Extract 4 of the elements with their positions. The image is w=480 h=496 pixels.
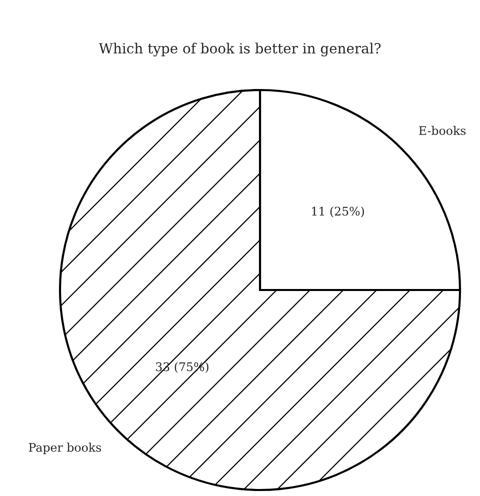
slice-label: Paper books xyxy=(28,442,102,454)
chart-title: Which type of book is better in general? xyxy=(98,42,381,56)
slice-label: E-books xyxy=(419,126,466,136)
data-label: 11 (25%) xyxy=(312,206,364,218)
